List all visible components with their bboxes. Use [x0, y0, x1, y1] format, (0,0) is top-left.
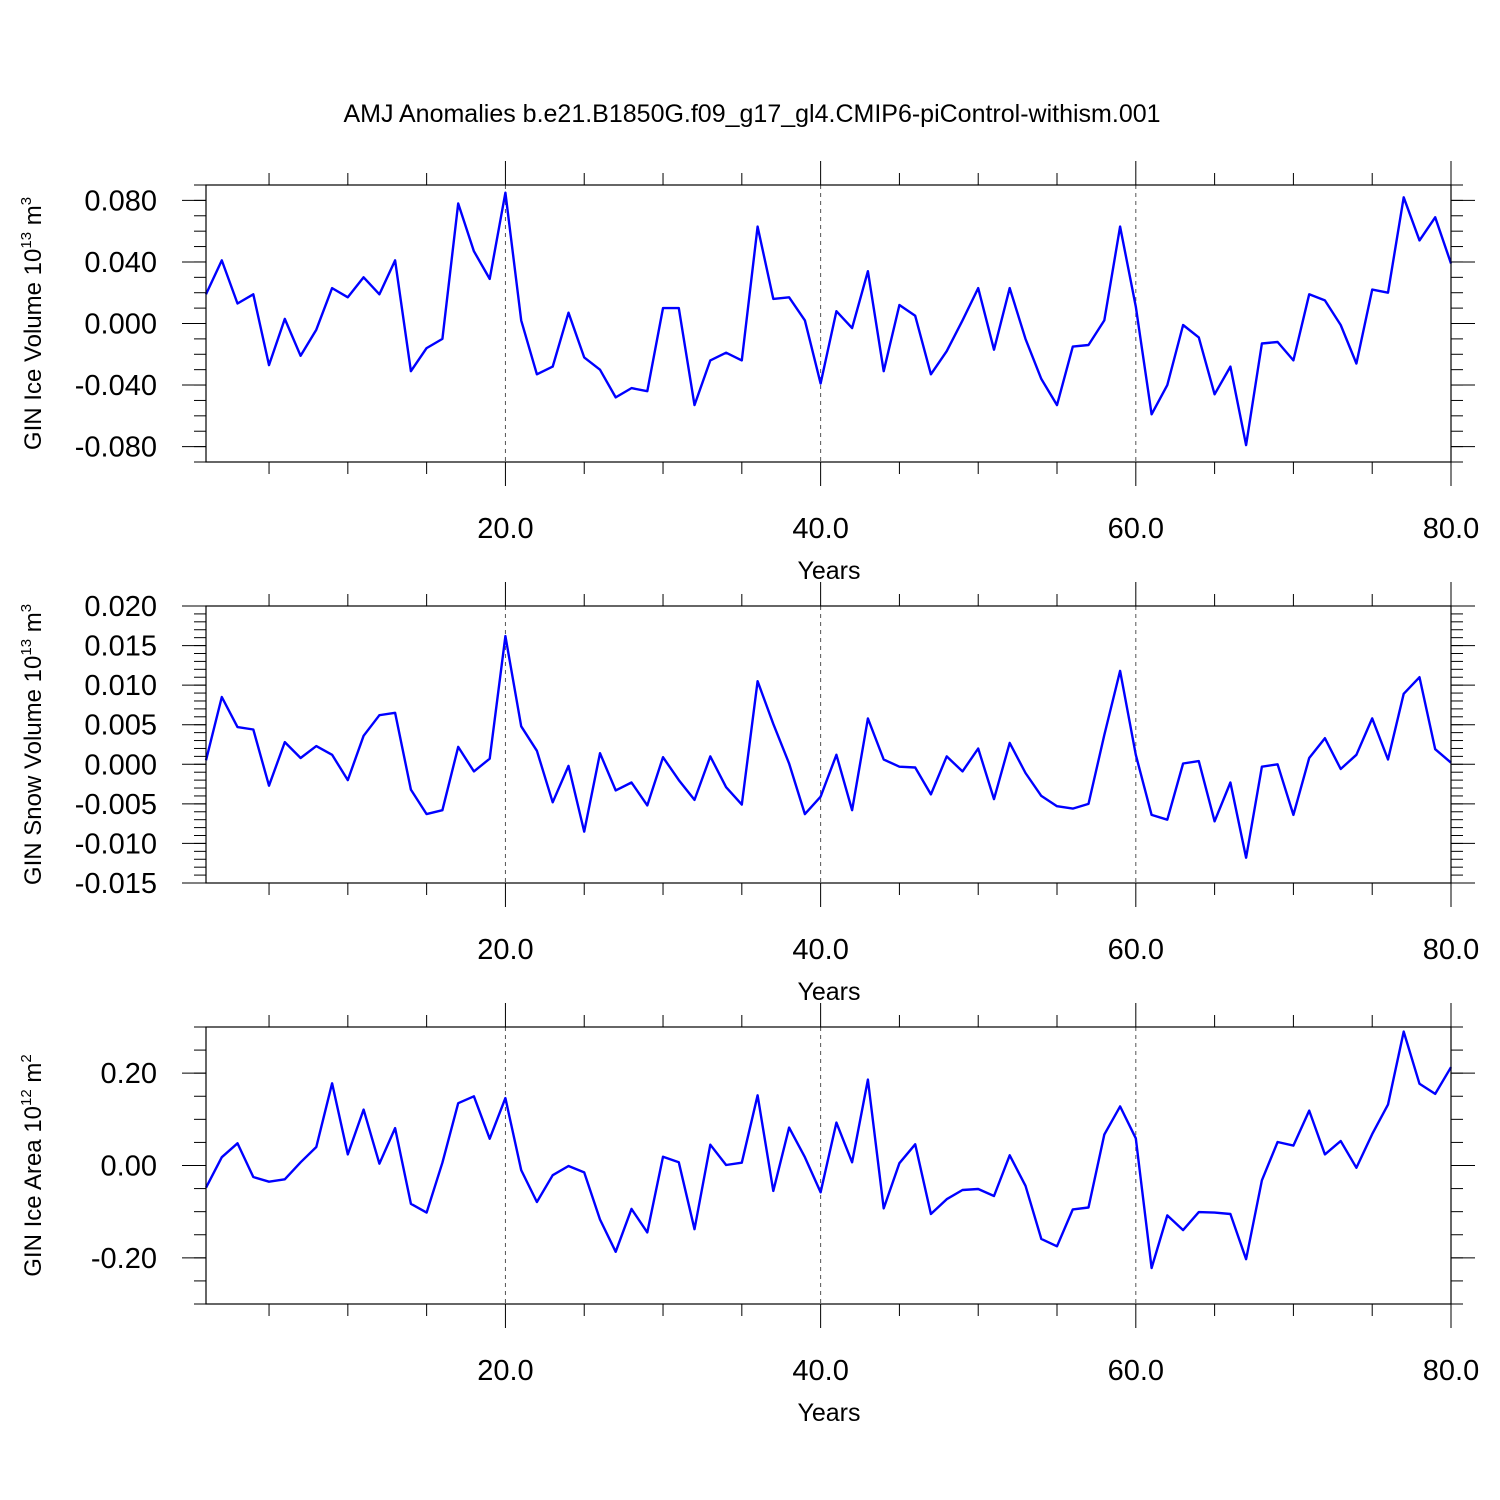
panel-3: -0.20 0.00 0.20 20.0 40.0 60.0 80.0 Years GIN Ic… — [18, 1003, 1479, 1427]
y-axis-label-unit: m — [20, 205, 47, 232]
y-axis-label-exponent: 13 — [18, 639, 35, 656]
y-tick-label: -0.080 — [75, 432, 157, 464]
y-tick-label: 0.020 — [84, 591, 157, 623]
y-axis-label-main: GIN Ice Volume 10 — [20, 249, 47, 450]
y-tick-label: -0.20 — [91, 1243, 157, 1275]
panel-1: -0.080 -0.040 0.000 0.040 0.080 20.0 40.0 60.0 8… — [18, 161, 1479, 585]
series-line — [204, 1030, 1453, 1270]
panels: -0.080 -0.040 0.000 0.040 0.080 20.0 40.0 60.0 8… — [18, 161, 1479, 1427]
y-tick-label: 0.00 — [101, 1151, 157, 1183]
y-axis-label: GIN Snow Volume 1013 m3 — [18, 604, 47, 885]
y-axis-label-exponent: 13 — [18, 232, 35, 249]
x-tick-label: 80.0 — [1423, 513, 1479, 545]
y-axis-label-unit-exponent: 3 — [18, 604, 35, 612]
y-tick-label: 0.015 — [84, 631, 157, 663]
y-tick-label: 0.20 — [101, 1058, 157, 1090]
x-tick-label: 20.0 — [477, 934, 533, 966]
y-axis-label-unit: m — [20, 612, 47, 639]
y-axis-label-exponent: 12 — [18, 1089, 35, 1106]
x-tick-label: 60.0 — [1108, 934, 1164, 966]
x-tick-label: 20.0 — [477, 1355, 533, 1387]
x-axis-label: Years — [797, 1399, 860, 1427]
y-tick-label: 0.000 — [84, 309, 157, 341]
chart-title: AMJ Anomalies b.e21.B1850G.f09_g17_gl4.C… — [343, 100, 1160, 128]
y-tick-label: 0.080 — [84, 185, 157, 217]
y-axis-label: GIN Ice Volume 1013 m3 — [18, 197, 47, 450]
series-line — [204, 191, 1453, 447]
plot-frame — [205, 184, 1452, 463]
x-axis-label: Years — [797, 557, 860, 585]
x-tick-label: 20.0 — [477, 513, 533, 545]
x-tick-label: 60.0 — [1108, 513, 1164, 545]
plot-frame — [205, 605, 1452, 884]
y-axis-label-unit: m — [20, 1063, 47, 1090]
y-tick-label: 0.000 — [84, 749, 157, 781]
y-tick-label: -0.005 — [75, 789, 157, 821]
x-tick-label: 60.0 — [1108, 1355, 1164, 1387]
x-tick-label: 40.0 — [792, 513, 848, 545]
x-tick-label: 80.0 — [1423, 934, 1479, 966]
y-tick-label: 0.010 — [84, 670, 157, 702]
x-tick-label: 40.0 — [792, 1355, 848, 1387]
series-line — [204, 634, 1452, 859]
y-tick-label: -0.040 — [75, 370, 157, 402]
x-axis-label: Years — [797, 978, 860, 1006]
y-axis-label-main: GIN Snow Volume 10 — [20, 656, 47, 885]
y-tick-label: -0.010 — [75, 828, 157, 860]
y-axis-label-main: GIN Ice Area 10 — [20, 1106, 47, 1277]
y-axis-label-unit-exponent: 2 — [18, 1054, 35, 1062]
y-tick-label: 0.040 — [84, 247, 157, 279]
y-axis-label-unit-exponent: 3 — [18, 197, 35, 205]
y-tick-label: -0.015 — [75, 868, 157, 900]
plot-frame — [205, 1026, 1452, 1305]
x-tick-label: 40.0 — [792, 934, 848, 966]
y-tick-label: 0.005 — [84, 710, 157, 742]
panel-2: -0.015 -0.010 -0.005 0.000 0.005 0.010 0.015 0.… — [18, 582, 1479, 1006]
x-tick-label: 80.0 — [1423, 1355, 1479, 1387]
y-axis-label: GIN Ice Area 1012 m2 — [18, 1054, 47, 1276]
